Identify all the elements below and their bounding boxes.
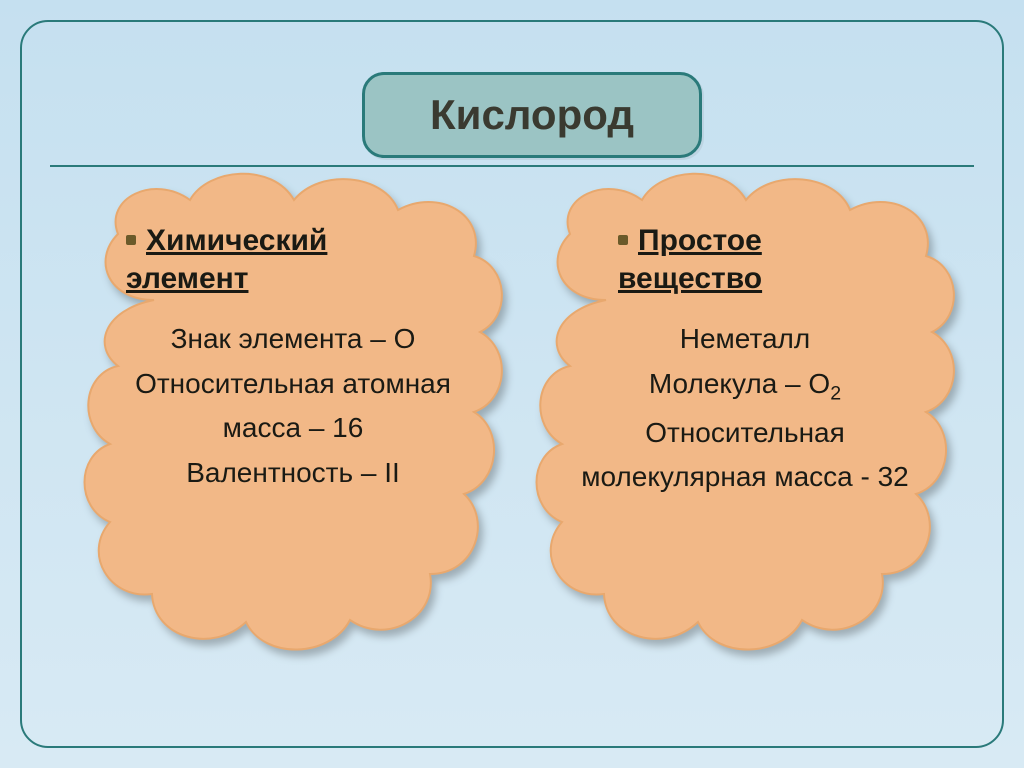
molecule-subscript: 2 bbox=[830, 383, 841, 405]
title-tab: Кислород bbox=[362, 72, 702, 158]
heading-text: Химический bbox=[146, 224, 327, 257]
left-cloud: Химический элемент Знак элемента – О Отн… bbox=[58, 160, 518, 680]
right-row-1: Молекула – О2 bbox=[560, 362, 930, 409]
heading-text-2: вещество bbox=[618, 262, 762, 295]
right-row-2: Относительная молекулярная масса - 32 bbox=[560, 411, 930, 498]
clouds-container: Химический элемент Знак элемента – О Отн… bbox=[50, 150, 974, 710]
heading-text: Простое bbox=[638, 224, 762, 257]
right-cloud: Простое вещество Неметалл Молекула – О2 … bbox=[510, 160, 970, 680]
left-row-1: Относительная атомная масса – 16 bbox=[108, 362, 478, 449]
right-cloud-heading: Простое вещество bbox=[618, 222, 930, 297]
right-cloud-content: Простое вещество Неметалл Молекула – О2 … bbox=[560, 222, 930, 500]
left-cloud-lines: Знак элемента – О Относительная атомная … bbox=[108, 317, 478, 495]
bullet-icon bbox=[618, 235, 628, 245]
bullet-icon bbox=[126, 235, 136, 245]
left-row-2: Валентность – II bbox=[108, 451, 478, 494]
right-cloud-lines: Неметалл Молекула – О2 Относительная мол… bbox=[560, 317, 930, 498]
left-cloud-heading: Химический элемент bbox=[126, 222, 478, 297]
heading-text-2: элемент bbox=[126, 262, 248, 295]
molecule-label: Молекула – О bbox=[649, 368, 830, 399]
left-row-0: Знак элемента – О bbox=[108, 317, 478, 360]
right-row-0: Неметалл bbox=[560, 317, 930, 360]
left-cloud-content: Химический элемент Знак элемента – О Отн… bbox=[108, 222, 478, 497]
slide-title: Кислород bbox=[430, 91, 634, 139]
